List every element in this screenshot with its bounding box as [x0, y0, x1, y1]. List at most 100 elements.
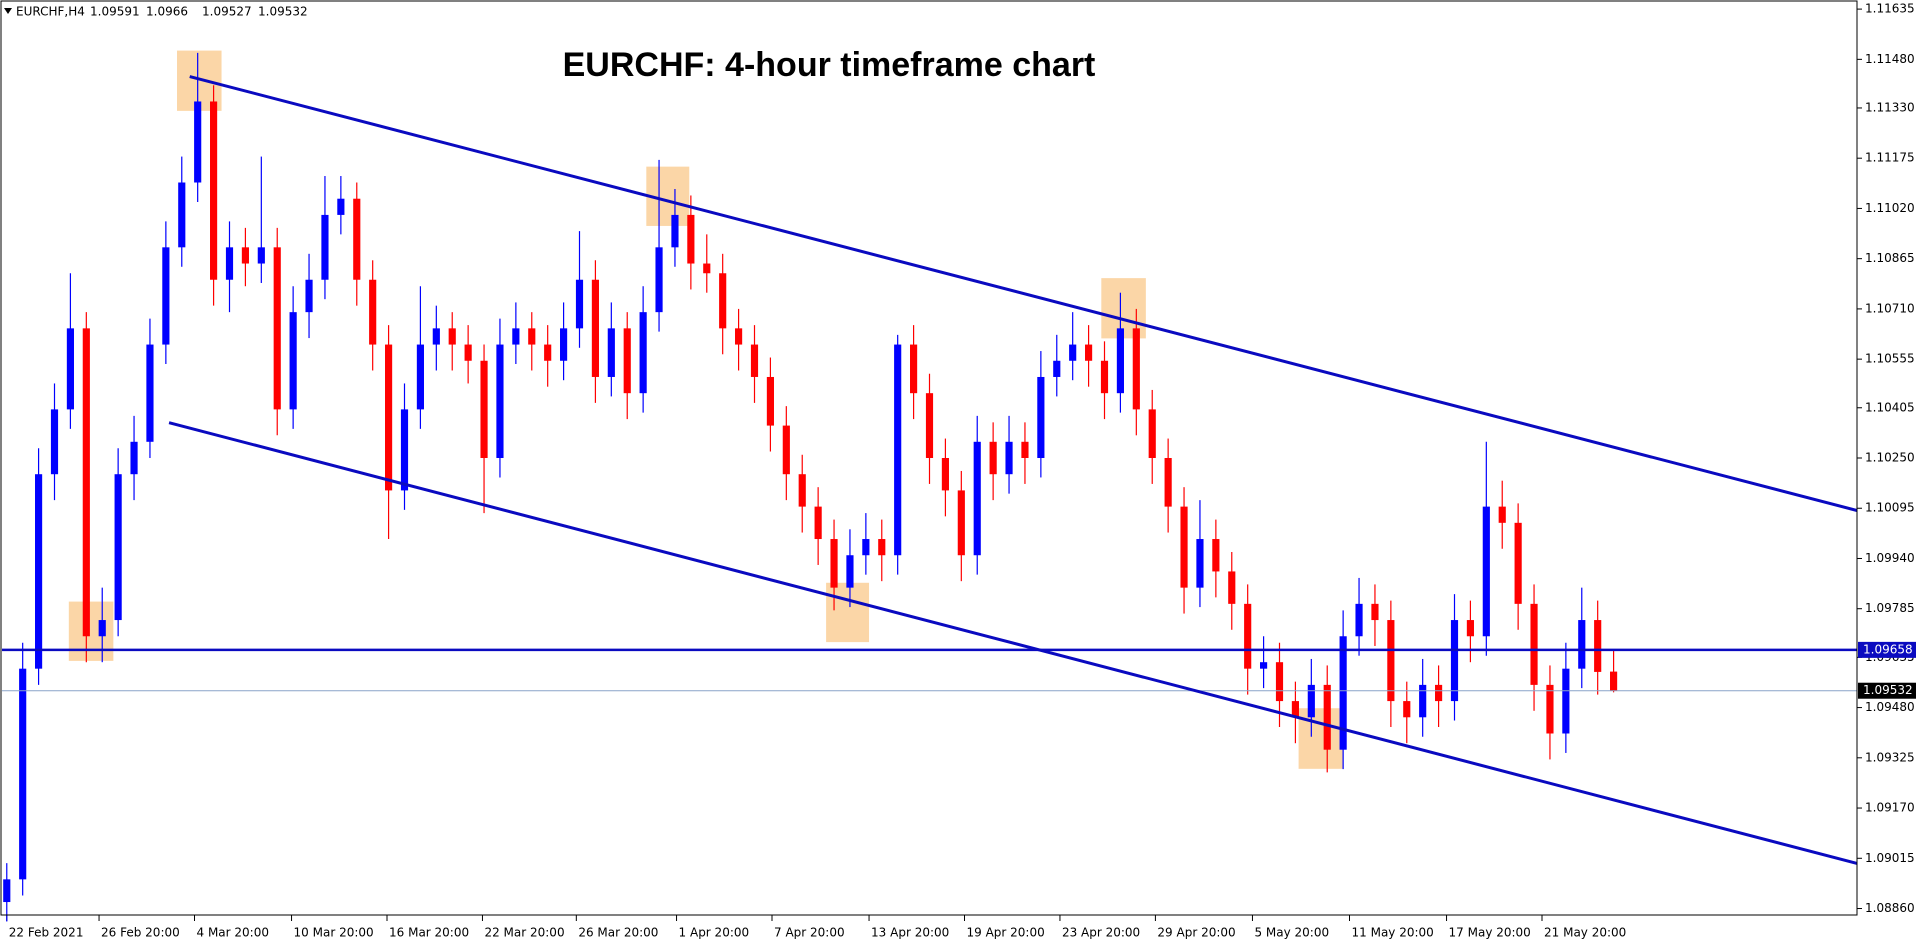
plot-frame: [0, 0, 1858, 916]
candle-body: [1244, 603, 1252, 669]
candle-body: [1307, 684, 1315, 718]
candle-body: [1594, 620, 1602, 672]
candle-body: [1148, 409, 1156, 458]
candle-body: [544, 344, 552, 361]
y-tick-label: 1.09015: [1865, 851, 1915, 865]
x-tick-label: 17 May 20:00: [1449, 926, 1531, 940]
x-tick-label: 21 May 20:00: [1544, 926, 1626, 940]
x-tick-label: 11 May 20:00: [1352, 926, 1434, 940]
menu-triangle: [4, 8, 12, 14]
candle-body: [289, 312, 297, 410]
candle-body: [1466, 620, 1474, 637]
axes: 1.11635 1.11480 1.11330 1.11175 1.11020 1.108…: [6, 2, 1915, 940]
candle-body: [1196, 539, 1204, 588]
candle-body: [1069, 344, 1077, 361]
candle-body: [114, 474, 122, 621]
candle-body: [528, 328, 536, 345]
candle-body: [1212, 539, 1220, 572]
ohlc-low: 1.09527: [202, 5, 252, 19]
candle-body: [1562, 668, 1570, 734]
x-tick-label: 7 Apr 20:00: [774, 926, 845, 940]
candle-body: [798, 474, 806, 507]
y-tick-label: 1.09325: [1865, 750, 1915, 764]
price-label-box: [1858, 641, 1916, 658]
candle-body: [766, 376, 774, 426]
candle-body: [1291, 701, 1299, 718]
candle-body: [1323, 684, 1331, 750]
y-tick-label: 1.11330: [1865, 100, 1915, 114]
candle-body: [3, 879, 11, 903]
plot: [2, 52, 1858, 922]
candle-body: [814, 506, 822, 540]
x-tick-label: 10 Mar 20:00: [294, 926, 374, 940]
y-tick-label: 1.09480: [1865, 700, 1915, 714]
candle-body: [50, 409, 59, 475]
candle-body: [1482, 506, 1490, 637]
candle-body: [750, 344, 759, 377]
candle-body: [623, 328, 631, 394]
candle-body: [989, 441, 997, 475]
candle-body: [1498, 506, 1506, 523]
candle-body: [1132, 328, 1140, 410]
candle-body: [703, 263, 711, 274]
y-tick-label: 1.09170: [1865, 801, 1915, 815]
x-tick-label: 1 Apr 20:00: [679, 926, 750, 940]
candle-body: [1355, 603, 1363, 637]
candle-body: [1180, 506, 1188, 588]
y-tick-label: 1.08860: [1865, 901, 1915, 915]
candle-body: [1450, 620, 1459, 702]
x-tick-label: 4 Mar 20:00: [197, 926, 270, 940]
candle-body: [1339, 636, 1347, 750]
candle-body: [1085, 344, 1093, 361]
candle-body: [894, 344, 902, 556]
candle-body: [1275, 662, 1284, 702]
x-tick-label: 23 Apr 20:00: [1062, 926, 1140, 940]
ohlc-close: 1.09532: [258, 5, 308, 19]
price-label: 1.09532: [1863, 683, 1913, 697]
candle-body: [337, 198, 345, 215]
candle-body: [1387, 620, 1395, 702]
candle-body: [257, 247, 265, 264]
y-tick-label: 1.10865: [1865, 251, 1915, 265]
x-tick-label: 19 Apr 20:00: [967, 926, 1045, 940]
candle-body: [560, 328, 568, 361]
y-tick-label: 1.09785: [1865, 601, 1915, 615]
x-tick-label: 16 Mar 20:00: [389, 926, 469, 940]
candle-body: [416, 344, 424, 410]
candle-body: [1037, 376, 1045, 458]
trendline: [189, 75, 1858, 512]
candle-body: [480, 360, 488, 458]
candle-body: [146, 344, 154, 442]
trendline: [168, 421, 1858, 865]
candle-body: [671, 214, 679, 248]
candle-body: [957, 490, 965, 556]
candle-body: [830, 539, 838, 588]
candle-body: [19, 668, 27, 880]
candle-body: [130, 441, 138, 475]
candle-body: [878, 539, 886, 556]
candle-body: [1530, 603, 1538, 685]
candle-body: [385, 344, 393, 491]
y-tick-label: 1.10555: [1865, 352, 1915, 366]
highlight-zone: [826, 582, 870, 643]
candle-body: [194, 101, 202, 183]
x-tick-label: 29 Apr 20:00: [1157, 926, 1235, 940]
highlight-zone: [68, 601, 114, 661]
candle-body: [719, 273, 727, 329]
highlight-zone: [1298, 708, 1344, 769]
y-tick-label: 1.11175: [1865, 151, 1915, 165]
candle-body: [400, 409, 409, 491]
chart-title: EURCHF: 4-hour timeframe chart: [563, 46, 1096, 84]
x-tick-label: 13 Apr 20:00: [871, 926, 949, 940]
candle-body: [273, 247, 281, 410]
candle-body: [464, 344, 472, 361]
candle-body: [1419, 684, 1427, 718]
candle-body: [225, 247, 234, 280]
price-label-box: [1858, 682, 1916, 699]
candle-body: [575, 279, 584, 329]
x-tick-label: 22 Feb 2021: [9, 926, 84, 940]
y-tick-label: 1.11635: [1865, 2, 1915, 16]
candle-body: [496, 344, 504, 458]
candle-body: [432, 328, 440, 345]
